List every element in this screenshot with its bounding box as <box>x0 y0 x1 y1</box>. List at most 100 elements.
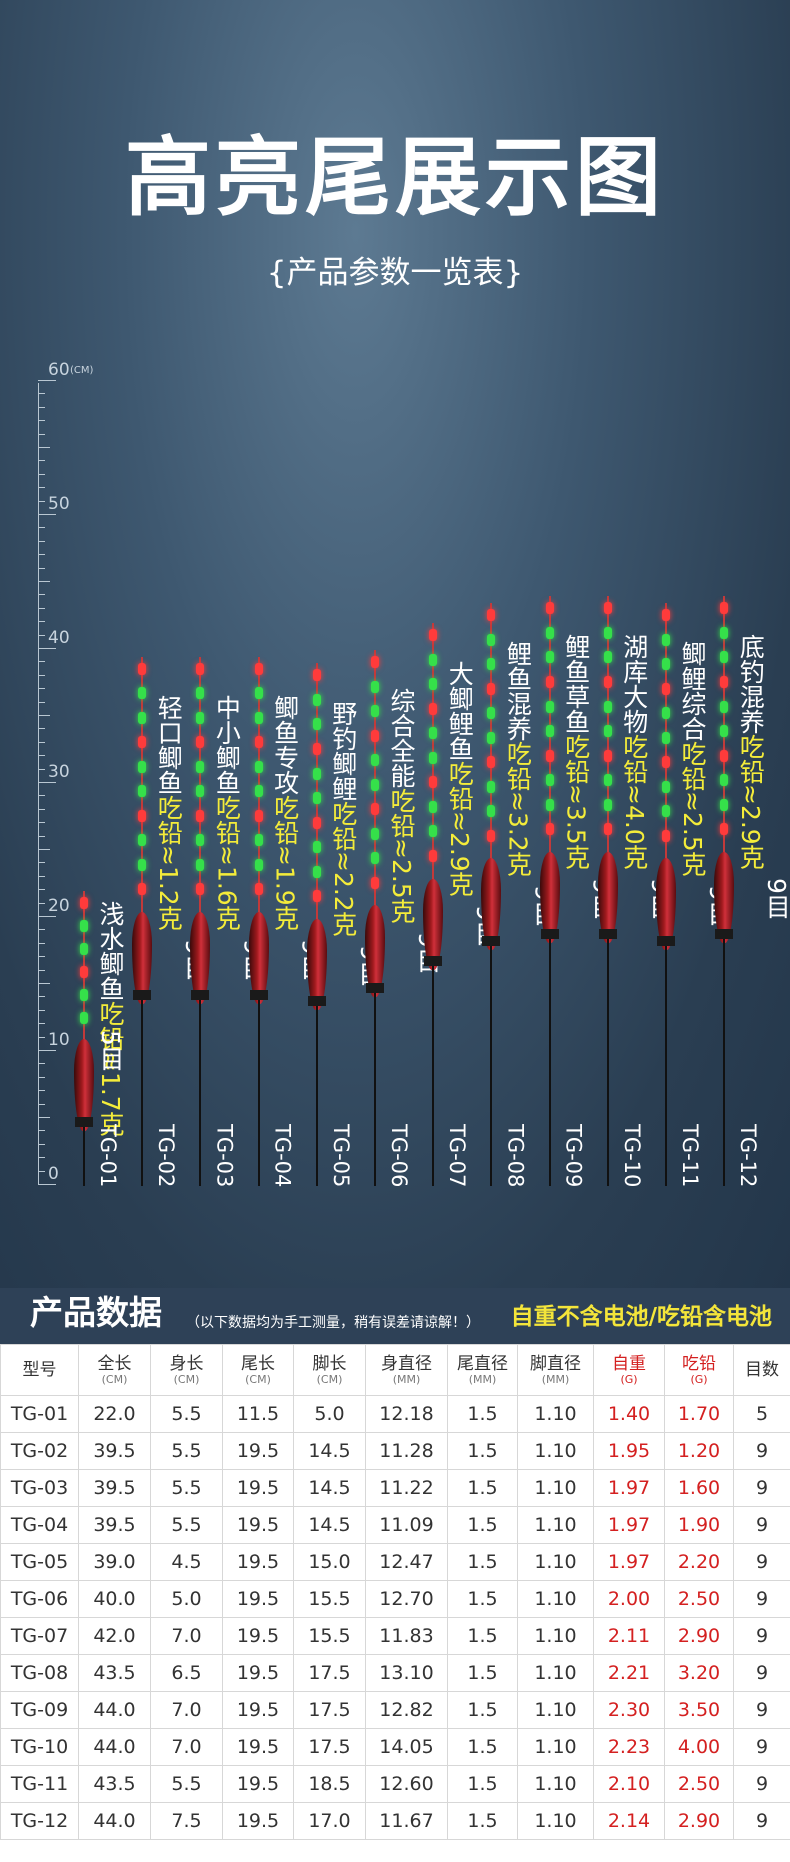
tail-green-segment <box>80 989 88 1002</box>
tail-red-segment <box>662 682 670 695</box>
float-label: 湖库大物吃铅≈4.0克 <box>620 634 649 870</box>
tail-green-segment <box>429 678 438 691</box>
tail-green-segment <box>545 626 554 639</box>
tail-green-segment <box>371 778 379 791</box>
ruler-label-30: 30 <box>48 762 70 782</box>
tail-green-segment <box>312 718 321 731</box>
float-name: 鲫鱼专攻 <box>270 694 300 795</box>
tail-green-segment <box>312 767 321 780</box>
float-label: 鲫鲤综合吃铅≈2.5克 <box>678 641 707 877</box>
table-cell: TG-06 <box>0 1580 79 1618</box>
spec-table: 型号 全长 (CM) 身长 (CM) 尾长 (CM) 脚长 (CM) 身直径 (MM) 尾直径 (MM)… <box>0 1344 790 1840</box>
ruler-tick <box>38 715 50 716</box>
table-cell: 5.0 <box>293 1395 366 1433</box>
float-leg <box>723 939 726 1186</box>
table-row: TG-07 42.0 7.0 19.5 15.5 11.83 1.5 1.10 2.11 2.90… <box>0 1617 790 1655</box>
spec-table-header: 型号 全长 (CM) 身长 (CM) 尾长 (CM) 脚长 (CM) 身直径 (MM) 尾直径 (MM)… <box>0 1344 790 1396</box>
tail-green-segment <box>720 725 729 738</box>
table-cell: 2.10 <box>593 1765 665 1803</box>
tail-green-segment <box>662 780 670 793</box>
ruler-tick <box>38 1184 56 1185</box>
tail-green-segment <box>662 633 670 646</box>
tail-red-segment <box>196 736 205 749</box>
float-model: TG-02 <box>154 1124 179 1188</box>
ruler-tick <box>38 500 45 502</box>
tail-green-segment <box>662 707 670 720</box>
tail-green-segment <box>545 725 554 738</box>
table-cell: 17.5 <box>293 1654 366 1692</box>
tail-green-segment <box>196 785 205 798</box>
table-cell: 4.00 <box>664 1728 734 1766</box>
table-row: TG-09 44.0 7.0 19.5 17.5 12.82 1.5 1.10 2.30 3.50… <box>0 1691 790 1729</box>
ruler-label-20: 20 <box>48 896 70 916</box>
table-cell: 1.5 <box>447 1802 518 1840</box>
float-label: 大鲫鲤鱼吃铅≈2.9克 <box>445 661 474 897</box>
tail-green-segment <box>662 731 670 744</box>
tail-green-segment <box>80 920 88 933</box>
float-lead: 吃铅≈3.2克 <box>503 741 533 877</box>
table-cell: 2.50 <box>664 1580 734 1618</box>
table-cell: 1.10 <box>517 1654 594 1692</box>
tail-green-segment <box>487 805 496 818</box>
table-cell: 7.0 <box>150 1691 223 1729</box>
float-band <box>598 929 617 940</box>
table-cell: 19.5 <box>222 1728 294 1766</box>
ruler-tick <box>38 822 45 824</box>
table-cell: 39.5 <box>78 1469 151 1507</box>
table-cell: 12.60 <box>365 1765 448 1803</box>
col-header-label: 目数 <box>745 1359 779 1380</box>
tail-red-segment <box>487 682 496 695</box>
col-header: 尾长 (CM) <box>222 1344 294 1396</box>
table-cell: 13.10 <box>365 1654 448 1692</box>
table-cell: TG-03 <box>0 1469 79 1507</box>
tail-green-segment <box>487 707 496 720</box>
table-cell: 2.21 <box>593 1654 665 1692</box>
ruler-tick <box>38 1090 45 1092</box>
float-model: TG-01 <box>96 1124 120 1188</box>
tail-red-segment <box>312 669 321 682</box>
table-cell: 9 <box>733 1543 790 1581</box>
float-body <box>539 851 560 944</box>
col-header-unit: (CM) <box>101 1372 128 1386</box>
ruler-line <box>38 383 39 1185</box>
float-label: 底钓混养吃铅≈2.9克 <box>736 634 765 870</box>
float-7 <box>404 0 462 1200</box>
ruler-tick <box>38 1157 45 1159</box>
table-row: TG-12 44.0 7.5 19.5 17.0 11.67 1.5 1.10 2.14 2.90… <box>0 1802 790 1840</box>
tail-red-segment <box>720 602 729 615</box>
table-cell: 1.5 <box>447 1617 518 1655</box>
float-label: 野钓鲫鲤吃铅≈2.2克 <box>329 701 358 937</box>
ruler-tick <box>38 1103 45 1105</box>
table-row: TG-11 43.5 5.5 19.5 18.5 12.60 1.5 1.10 2.10 2.50… <box>0 1765 790 1803</box>
float-name: 轻口鲫鱼 <box>154 694 184 795</box>
col-header-label: 脚直径 <box>530 1353 581 1374</box>
table-row: TG-04 39.5 5.5 19.5 14.5 11.09 1.5 1.10 1.97 1.90… <box>0 1506 790 1544</box>
tail-red-segment <box>545 602 554 615</box>
float-model: TG-04 <box>270 1124 295 1188</box>
table-cell: TG-11 <box>0 1765 79 1803</box>
ruler-tick <box>38 1009 45 1011</box>
col-header-label: 全长 <box>97 1353 132 1374</box>
tail-green-segment <box>138 760 147 773</box>
tail-green-segment <box>487 731 496 744</box>
ruler-tick <box>38 406 45 408</box>
table-cell: 12.18 <box>365 1395 448 1433</box>
tail-green-segment <box>720 626 729 639</box>
table-row: TG-05 39.0 4.5 19.5 15.0 12.47 1.5 1.10 1.97 2.20… <box>0 1543 790 1581</box>
ruler-tick <box>38 956 45 958</box>
float-model: TG-06 <box>387 1124 411 1188</box>
spec-note: （以下数据均为手工测量，稍有误差请谅解！） <box>186 1315 480 1331</box>
col-header: 型号 <box>0 1344 79 1396</box>
ruler-tick <box>38 795 45 797</box>
tail-green-segment <box>487 780 496 793</box>
tail-green-segment <box>603 725 612 738</box>
page-title: 高亮尾展示图 <box>125 128 665 228</box>
tail-red-segment <box>312 816 321 829</box>
spec-header-band: 产品数据 （以下数据均为手工测量，稍有误差请谅解！） 自重不含电池/吃铅含电池 <box>0 1288 790 1344</box>
table-cell: 12.70 <box>365 1580 448 1618</box>
table-cell: 1.5 <box>447 1765 518 1803</box>
ruler-tick <box>38 701 45 703</box>
tail-red-segment <box>254 809 263 822</box>
float-name: 鲫鲤综合 <box>678 641 707 742</box>
col-header-unit: (G) <box>620 1372 638 1386</box>
